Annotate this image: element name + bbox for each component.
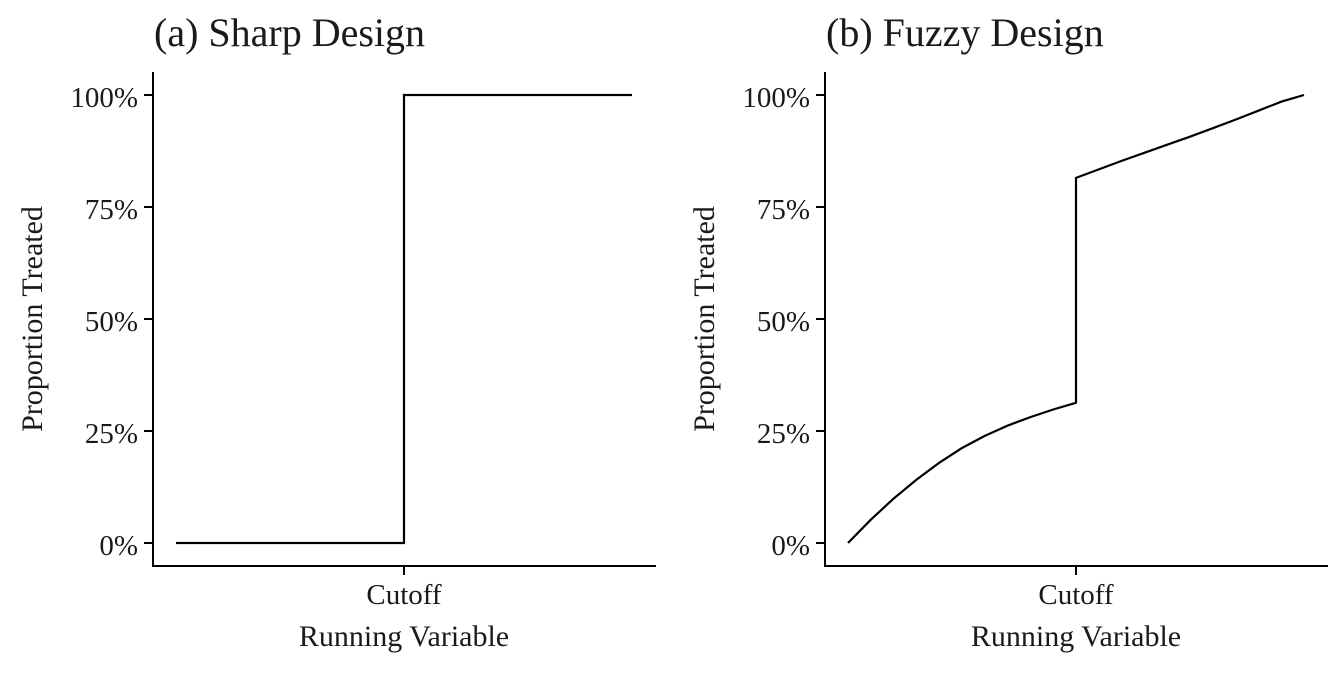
x-axis-label: Running Variable (971, 620, 1181, 653)
y-tick-label: 50% (757, 306, 810, 338)
y-tick-label: 25% (85, 418, 138, 450)
panel-sharp-design: (a) Sharp Design Proportion Treated Runn… (16, 10, 656, 653)
y-tick-label: 50% (85, 306, 138, 338)
panel-title: (a) Sharp Design (154, 10, 425, 55)
panel-fuzzy-design: (b) Fuzzy Design Proportion Treated Runn… (688, 10, 1328, 653)
y-tick-label: 0% (771, 530, 810, 562)
x-axis-label: Running Variable (299, 620, 509, 653)
x-tick-label: Cutoff (1038, 579, 1114, 611)
y-axis-label: Proportion Treated (688, 206, 721, 432)
y-tick-label: 100% (70, 82, 138, 114)
y-tick-label: 25% (757, 418, 810, 450)
y-tick-label: 0% (99, 530, 138, 562)
series-line (847, 93, 1305, 544)
x-tick-label: Cutoff (366, 579, 442, 611)
y-tick-label: 75% (85, 194, 138, 226)
y-tick-label: 100% (742, 82, 810, 114)
y-tick-label: 75% (757, 194, 810, 226)
y-axis-label: Proportion Treated (16, 206, 49, 432)
series-line (176, 93, 632, 545)
panel-title: (b) Fuzzy Design (826, 10, 1104, 55)
